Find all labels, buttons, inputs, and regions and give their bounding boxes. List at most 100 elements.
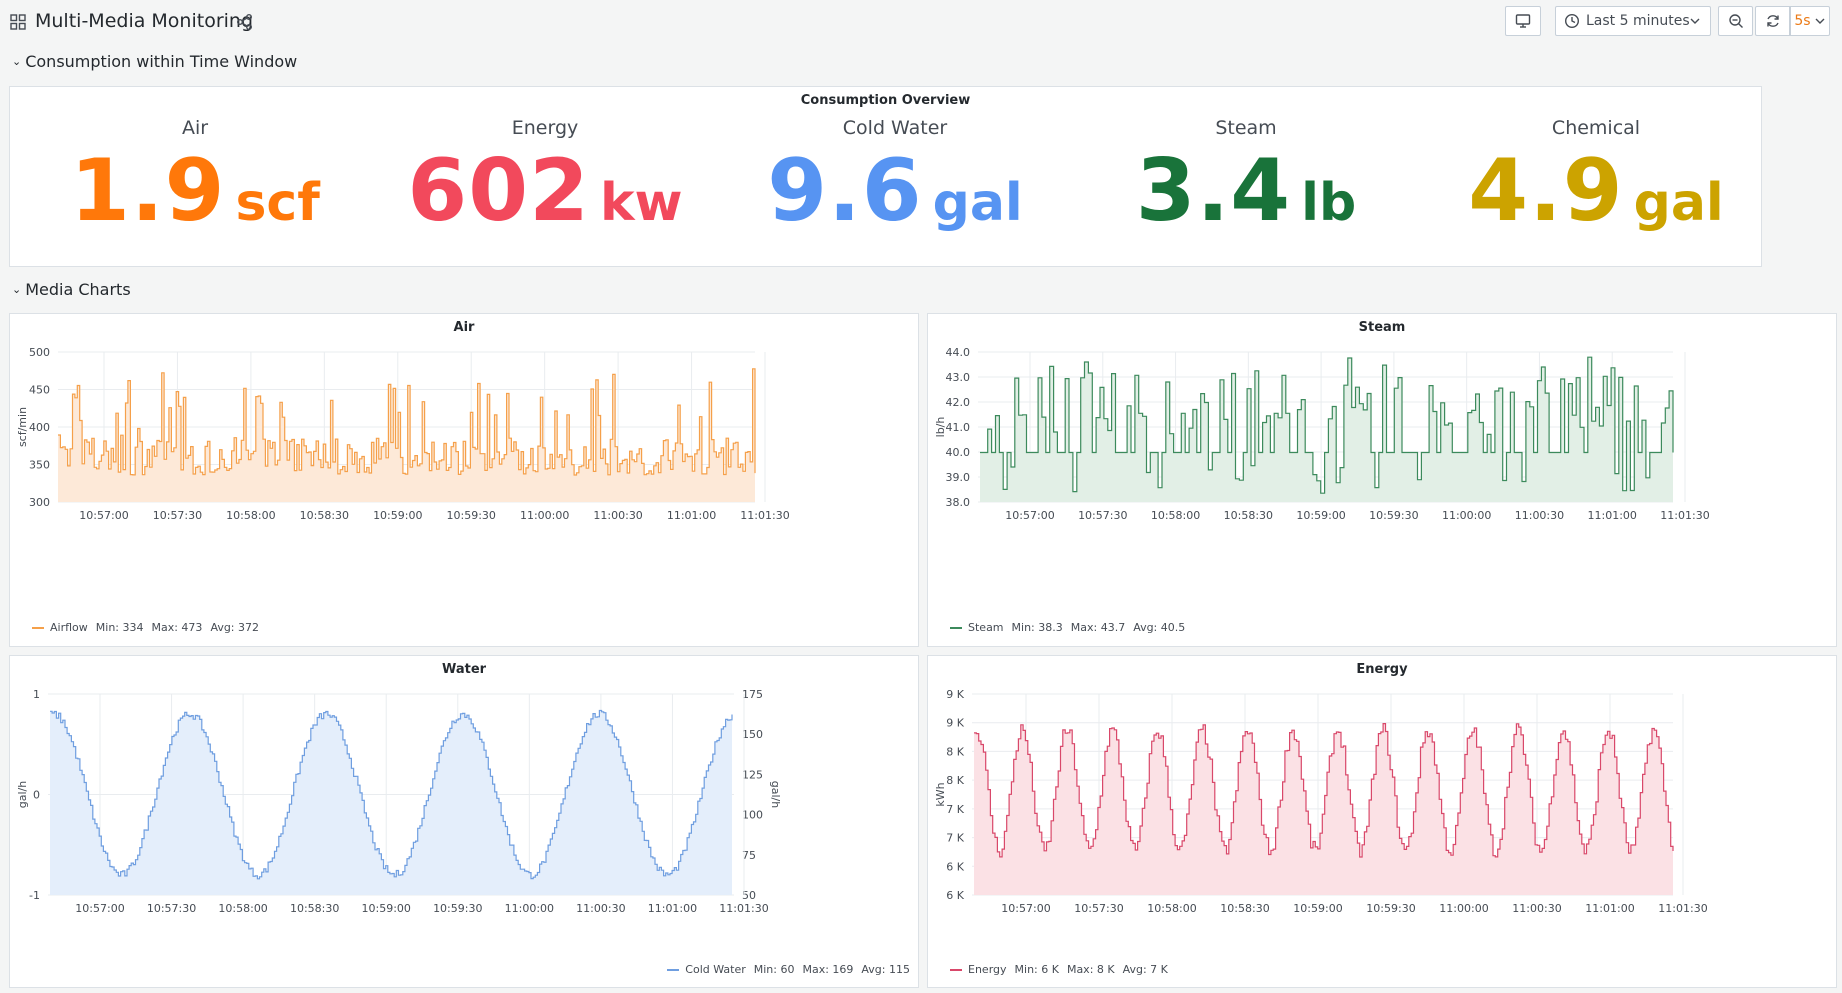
zoom-out-button[interactable] [1718,6,1753,36]
stat-unit: lb [1301,173,1357,233]
x-tick-label: 10:57:30 [153,509,202,522]
x-tick-label: 11:00:30 [593,509,642,522]
apps-icon[interactable] [10,14,26,30]
row-media-charts[interactable]: ⌄ Media Charts [12,280,131,299]
stat-unit: kw [599,173,683,233]
time-range-picker[interactable]: Last 5 minutes [1555,6,1711,36]
stat-steam: Steam 3.4 lb [1081,117,1411,241]
y-tick-label-right: 175 [742,688,763,701]
x-tick-label: 11:01:30 [1660,509,1709,522]
legend-swatch [667,968,680,971]
y-axis-label: lb/h [934,417,947,438]
energy-chart[interactable]: 9 K 9 K 8 K 8 K 7 K 7 K 6 K 6 K 10:57:00 10:57:30… [928,656,1836,987]
legend-min: Min: 6 K [1014,963,1059,976]
x-tick-label: 10:57:00 [1001,902,1050,915]
monitor-icon [1515,14,1531,28]
x-tick-label: 11:00:00 [1439,902,1488,915]
y-tick-label: -1 [29,889,40,902]
tv-mode-button[interactable] [1505,6,1541,36]
x-tick-label: 10:59:30 [447,509,496,522]
chart-legend[interactable]: Energy Min: 6 K Max: 8 K Avg: 7 K [950,963,1168,976]
y-tick-label-right: 50 [742,889,756,902]
legend-min: Min: 60 [753,963,795,976]
y-tick-label: 9 K [946,688,964,701]
x-tick-label: 11:00:30 [1512,902,1561,915]
x-tick-label: 11:01:00 [648,902,697,915]
y-axis-label-right: gal/h [769,781,782,808]
series-line [50,709,733,880]
panel-title[interactable]: Water [441,662,487,677]
stat-unit: gal [1633,173,1724,233]
x-tick-label: 11:00:00 [505,902,554,915]
y-tick-label-right: 100 [742,809,763,822]
x-tick-label: 10:59:00 [373,509,422,522]
row-consumption[interactable]: ⌄ Consumption within Time Window [12,52,297,71]
x-tick-label: 11:00:30 [576,902,625,915]
share-icon[interactable] [236,13,254,31]
x-tick-label: 10:58:00 [1147,902,1196,915]
series-line [58,368,756,476]
y-tick-label: 38.0 [946,496,971,509]
y-tick-label: 8 K [946,745,964,758]
panel-title[interactable]: Steam [1358,320,1406,335]
legend-min: Min: 38.3 [1011,621,1063,634]
stat-energy: Energy 602 kw [380,117,710,241]
y-tick-label: 500 [29,346,50,359]
x-tick-label: 10:58:00 [226,509,275,522]
consumption-overview-panel: Consumption Overview Air 1.9 scf Energy 6… [9,86,1762,267]
chart-legend[interactable]: Steam Min: 38.3 Max: 43.7 Avg: 40.5 [950,621,1185,634]
x-tick-label: 11:01:30 [719,902,768,915]
chart-legend[interactable]: Cold Water Min: 60 Max: 169 Avg: 115 [667,963,910,976]
y-axis-label: kWh [934,782,947,806]
y-tick-label: 400 [29,421,50,434]
x-tick-label: 10:59:30 [1366,902,1415,915]
chevron-down-icon: ⌄ [12,283,22,296]
air-chart[interactable]: 500 450 400 350 300 10:57:00 10:57:30 10:58:00 1… [10,314,918,646]
x-tick-label: 10:58:30 [300,509,349,522]
panel-title[interactable]: Energy [1356,662,1408,677]
clock-icon [1564,13,1580,29]
legend-swatch [32,626,44,629]
x-tick-label: 11:01:00 [667,509,716,522]
x-tick-label: 10:57:30 [147,902,196,915]
chevron-down-icon: ⌄ [12,55,22,68]
y-tick-label: 300 [29,496,50,509]
legend-max: Max: 473 [151,621,203,634]
legend-max: Max: 169 [802,963,854,976]
legend-series-name: Cold Water [685,963,746,976]
refresh-icon [1766,15,1779,27]
legend-avg: Avg: 372 [210,621,260,634]
x-tick-label: 10:58:30 [1220,902,1269,915]
y-tick-label: 43.0 [946,371,971,384]
refresh-button[interactable] [1755,6,1790,36]
y-axis-label: scf/min [16,407,29,447]
series-area [58,368,755,502]
legend-max: Max: 43.7 [1070,621,1126,634]
legend-series-name: Energy [968,963,1007,976]
dashboard-header: Multi-Media Monitoring Last 5 minutes [0,0,1842,44]
panel-title[interactable]: Consumption Overview [800,93,971,108]
stat-unit: gal [932,173,1023,233]
refresh-interval-picker[interactable]: 5s [1790,6,1830,36]
series-line [980,356,1674,494]
steam-chart-panel: Steam 44.0 43.0 42.0 41.0 40.0 39.0 38.0 10:57:… [927,313,1837,647]
steam-chart[interactable]: 44.0 43.0 42.0 41.0 40.0 39.0 38.0 10:57:00 10:5… [928,314,1836,646]
legend-swatch [950,968,962,971]
y-tick-label: 6 K [946,860,964,873]
y-tick-label: 8 K [946,774,964,787]
y-tick-label: 39.0 [946,471,971,484]
panel-title[interactable]: Air [453,320,475,335]
chart-legend[interactable]: Airflow Min: 334 Max: 473 Avg: 372 [32,621,259,634]
legend-min: Min: 334 [95,621,144,634]
x-tick-label: 10:57:30 [1078,509,1127,522]
x-tick-label: 10:59:30 [433,902,482,915]
y-tick-label-right: 150 [742,728,763,741]
legend-swatch [950,626,962,629]
legend-avg: Avg: 40.5 [1133,621,1186,634]
air-chart-panel: Air 500 450 400 350 300 10:57:00 10:57:30 10:58… [9,313,919,647]
water-chart[interactable]: 1 0 -1 175 150 125 100 75 50 10:57:00 10:57:30 10:5… [10,656,918,987]
dashboard-title[interactable]: Multi-Media Monitoring [35,10,254,32]
zoom-out-icon [1728,14,1743,28]
energy-chart-panel: Energy 9 K 9 K 8 K 8 K 7 K 7 K 6 K 6 K 10:57:00 1… [927,655,1837,988]
x-tick-label: 10:59:00 [1296,509,1345,522]
